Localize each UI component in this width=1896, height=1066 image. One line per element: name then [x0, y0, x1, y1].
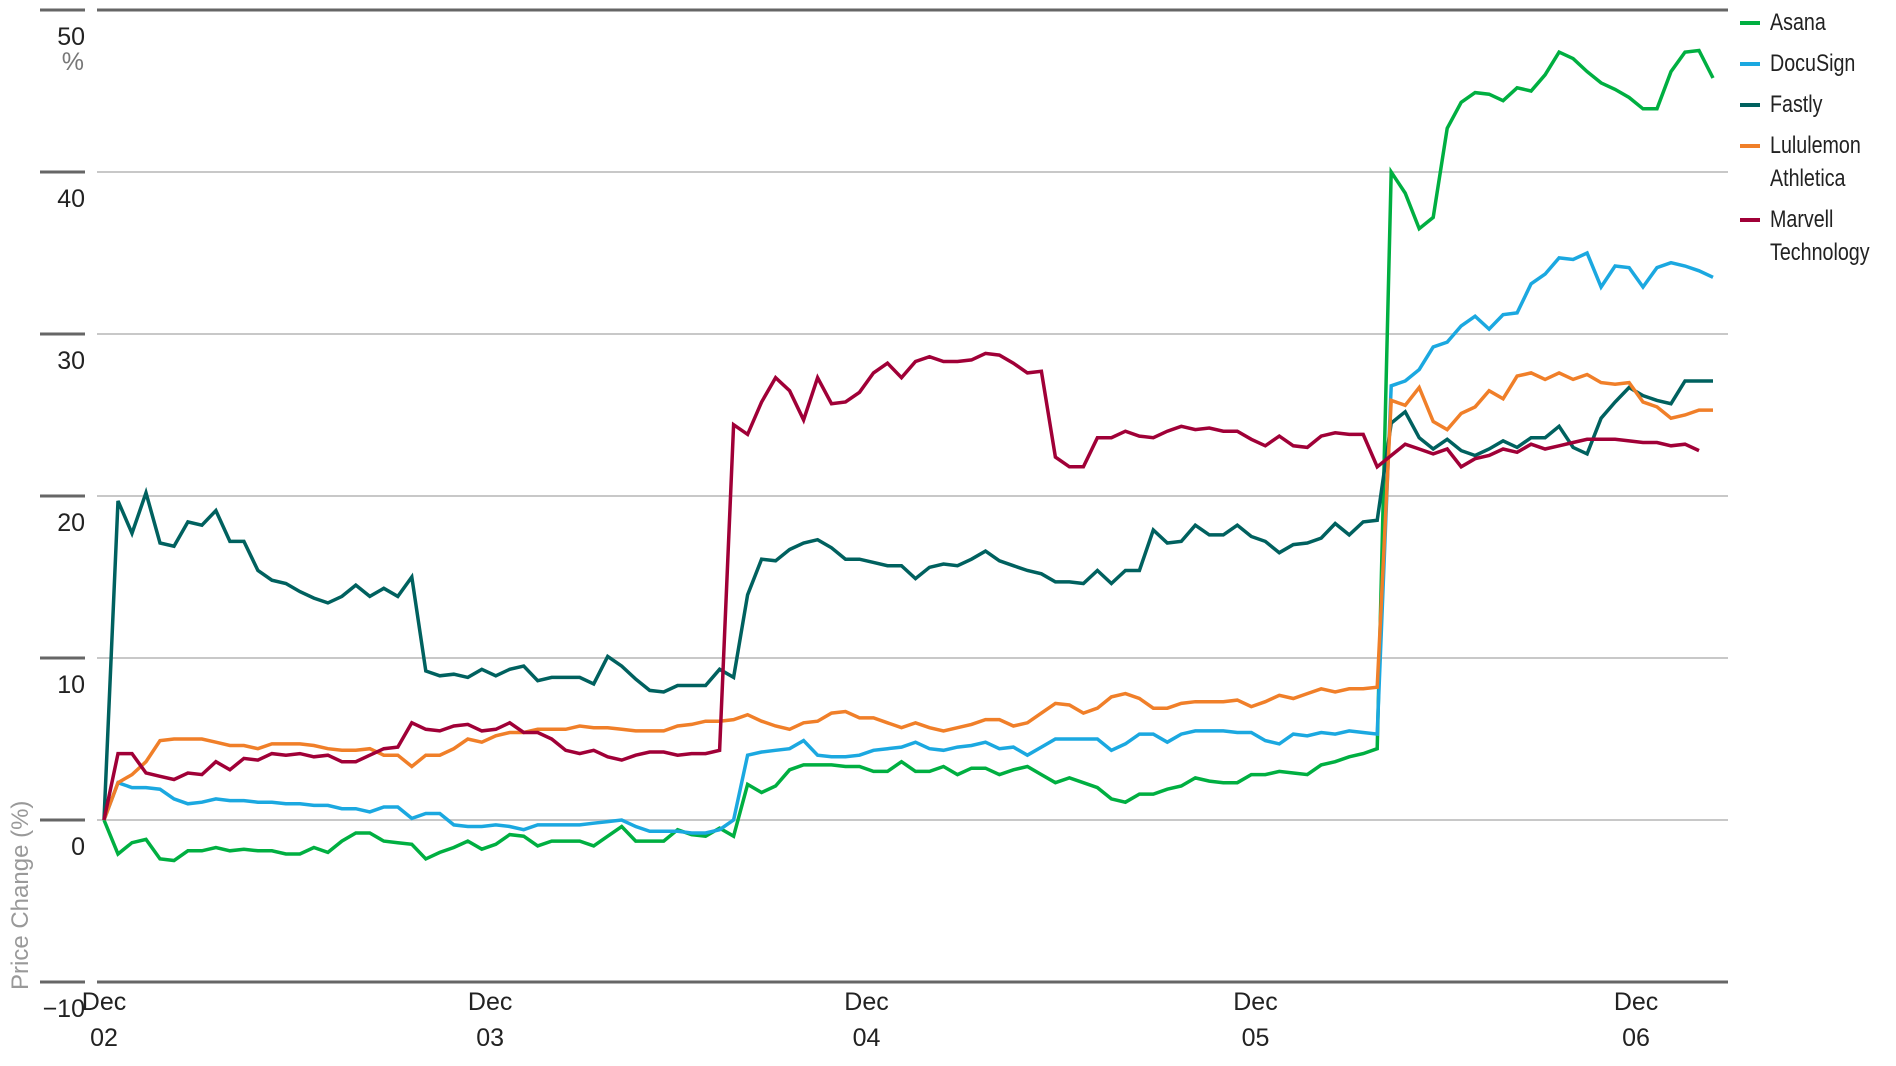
- y-tick-label: 30: [57, 347, 85, 375]
- gridlines: [97, 8, 1728, 984]
- y-axis: 50 40 30 20 10 0 −10: [40, 8, 85, 1023]
- x-tick-label: Dec: [82, 988, 126, 1016]
- series-line-fastly: [102, 379, 1713, 821]
- y-tick-label: −10: [43, 995, 85, 1023]
- legend-item-docusign[interactable]: DocuSign: [1740, 47, 1896, 80]
- legend-label: Marvell Technology: [1770, 206, 1870, 266]
- legend-item-asana[interactable]: Asana: [1740, 6, 1896, 39]
- x-tick-label: 02: [90, 1024, 118, 1052]
- series-line-lululemon-athletica: [102, 370, 1713, 821]
- series-line-marvell-technology: [102, 351, 1700, 821]
- series-line-asana: [102, 48, 1715, 863]
- legend: Asana DocuSign Fastly Lululemon Athletic…: [1740, 6, 1896, 277]
- series-lines: [102, 48, 1715, 863]
- x-axis: Dec 02 Dec 03 Dec 04 Dec 05 Dec 06: [82, 988, 1659, 1052]
- y-tick-label: 20: [57, 509, 85, 537]
- x-tick-label: 03: [476, 1024, 504, 1052]
- legend-item-lululemon[interactable]: Lululemon Athletica: [1740, 129, 1896, 195]
- x-tick-label: 05: [1242, 1024, 1270, 1052]
- y-axis-title: Price Change (%): [7, 801, 34, 990]
- x-tick-label: Dec: [1614, 988, 1658, 1016]
- x-tick-label: Dec: [468, 988, 512, 1016]
- x-tick-label: 04: [853, 1024, 881, 1052]
- legend-label: DocuSign: [1770, 50, 1856, 77]
- legend-swatch-marvell: [1740, 218, 1760, 222]
- x-tick-label: Dec: [1233, 988, 1277, 1016]
- legend-swatch-asana: [1740, 21, 1760, 25]
- x-tick-label: Dec: [844, 988, 888, 1016]
- legend-label: Lululemon Athletica: [1770, 132, 1861, 192]
- y-tick-label: 0: [71, 833, 85, 861]
- legend-swatch-docusign: [1740, 62, 1760, 66]
- x-tick-label: 06: [1622, 1024, 1650, 1052]
- legend-swatch-fastly: [1740, 103, 1760, 107]
- legend-label: Fastly: [1770, 91, 1823, 118]
- legend-swatch-lululemon: [1740, 144, 1760, 148]
- y-tick-label: 10: [57, 671, 85, 699]
- legend-item-marvell[interactable]: Marvell Technology: [1740, 203, 1896, 269]
- legend-item-fastly[interactable]: Fastly: [1740, 88, 1896, 121]
- series-line-docusign: [102, 250, 1714, 835]
- legend-label: Asana: [1770, 9, 1826, 36]
- y-tick-label: 50: [57, 23, 85, 51]
- y-tick-label: 40: [57, 185, 85, 213]
- y-unit-label: %: [62, 48, 84, 76]
